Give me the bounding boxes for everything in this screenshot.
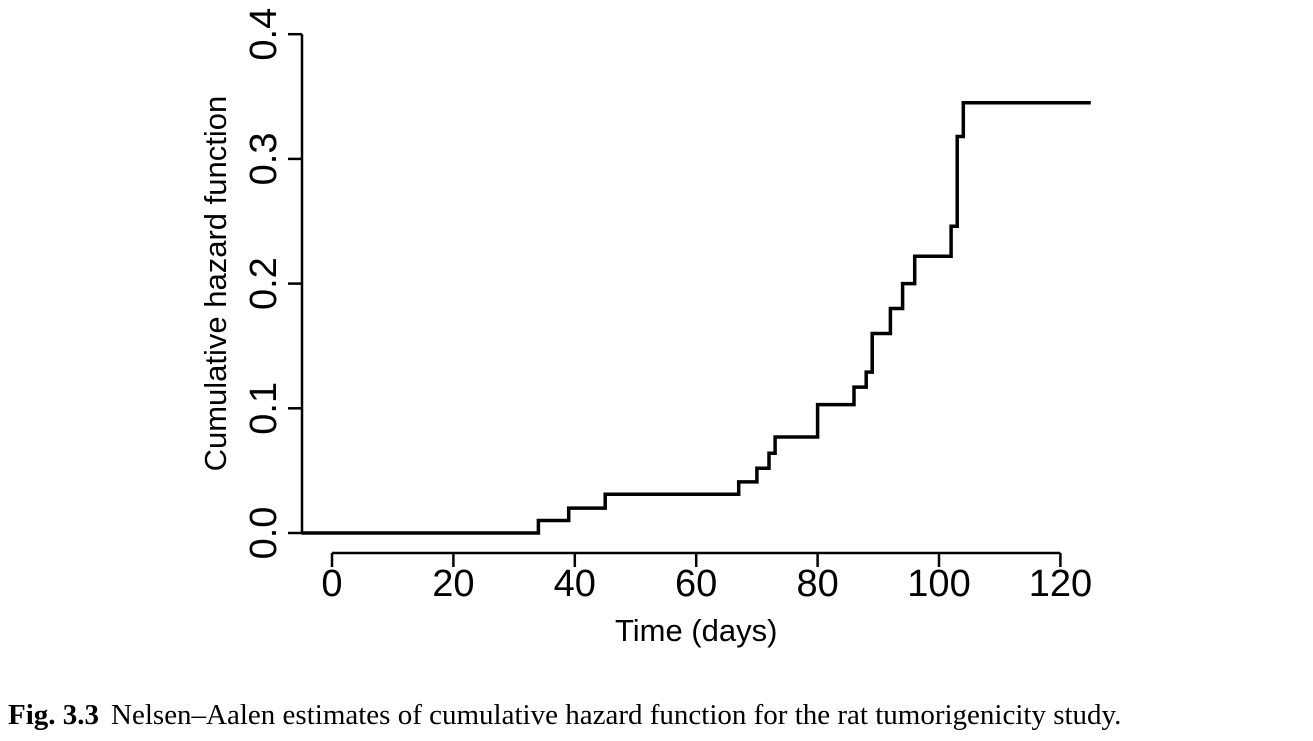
x-tick-label: 0 xyxy=(321,563,342,605)
x-axis-ticks: 0 20 40 60 80 100 120 xyxy=(321,553,1092,605)
x-tick-label: 120 xyxy=(1029,563,1092,605)
plot-area xyxy=(301,101,1091,535)
y-tick-label: 0.1 xyxy=(243,382,285,435)
caption-label: Fig. 3.3 xyxy=(8,699,100,731)
x-axis-title: Time (days) xyxy=(615,613,777,648)
hazard-step-curve xyxy=(301,101,1091,535)
x-tick-label: 60 xyxy=(675,563,717,605)
x-axis: 0 20 40 60 80 100 120 Time (days) xyxy=(321,551,1092,648)
y-tick-label: 0.2 xyxy=(243,257,285,310)
x-tick-label: 100 xyxy=(907,563,970,605)
y-tick-label: 0.3 xyxy=(243,132,285,185)
y-tick-label: 0.0 xyxy=(243,507,285,560)
figure-caption: Fig. 3.3 Nelsen–Aalen estimates of cumula… xyxy=(8,699,1308,732)
y-axis-ticks: 0.0 0.1 0.2 0.3 0.4 xyxy=(243,8,302,560)
y-axis-title: Cumulative hazard function xyxy=(198,96,233,472)
x-tick-label: 20 xyxy=(432,563,474,605)
x-tick-label: 80 xyxy=(796,563,838,605)
caption-text: Nelsen–Aalen estimates of cumulative haz… xyxy=(111,699,1122,731)
y-axis: 0.0 0.1 0.2 0.3 0.4 Cumulative hazard functi… xyxy=(198,8,304,560)
y-tick-label: 0.4 xyxy=(243,8,285,61)
x-tick-label: 40 xyxy=(554,563,596,605)
chart-canvas: 0.0 0.1 0.2 0.3 0.4 Cumulative hazard functi… xyxy=(198,8,1092,648)
